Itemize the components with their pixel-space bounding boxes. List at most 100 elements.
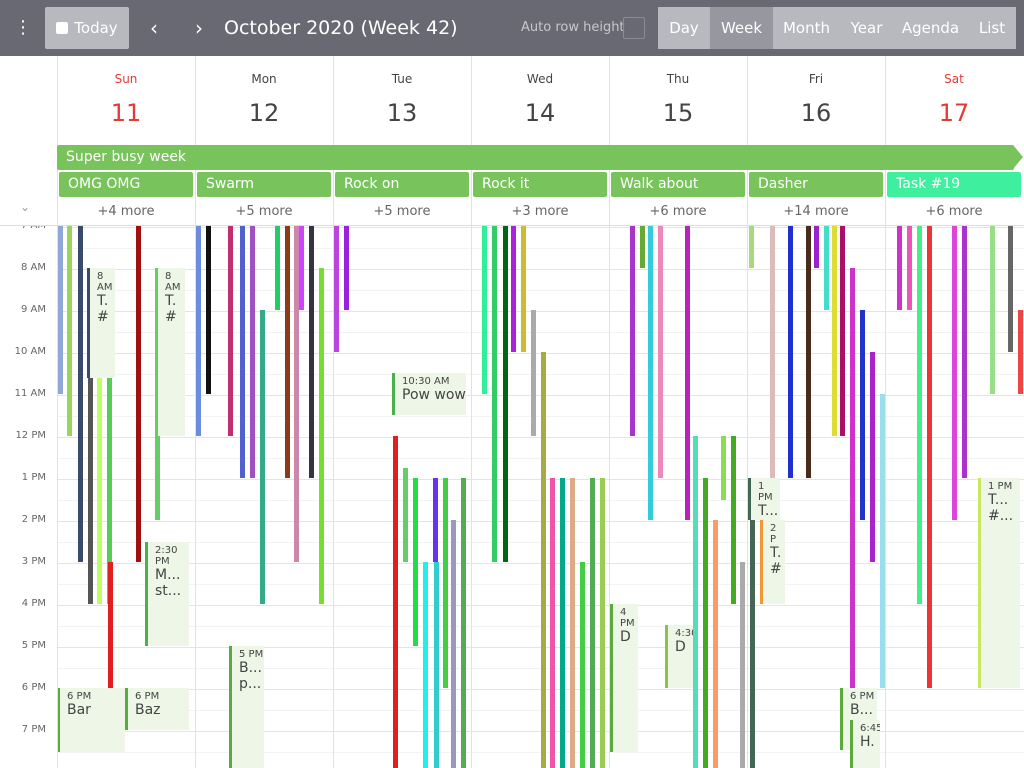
event-bar[interactable]: [196, 226, 201, 436]
event[interactable]: 2 P T. #: [760, 520, 785, 604]
event-bar[interactable]: [580, 562, 585, 768]
event-bar[interactable]: [814, 226, 819, 268]
event-bar[interactable]: [319, 268, 324, 604]
prev-button[interactable]: ‹: [150, 16, 158, 40]
view-button[interactable]: Week: [710, 7, 773, 49]
event-bar[interactable]: [433, 478, 438, 562]
event[interactable]: 2:30 PM M... st...: [145, 542, 189, 646]
event[interactable]: 8 AM T. #: [87, 268, 115, 378]
event-bar[interactable]: [917, 226, 922, 604]
event-bar[interactable]: [750, 478, 755, 768]
event-bar[interactable]: [590, 478, 595, 768]
event[interactable]: 10:30 AM Pow wow: [392, 373, 466, 415]
event-bar[interactable]: [703, 478, 708, 768]
event-bar[interactable]: [108, 562, 113, 730]
event-bar[interactable]: [443, 478, 448, 688]
event[interactable]: 5 PM B... p...: [229, 646, 264, 768]
event-bar[interactable]: [860, 310, 865, 520]
more-link[interactable]: +6 more: [649, 204, 707, 219]
event-bar[interactable]: [721, 436, 726, 500]
event-bar[interactable]: [952, 226, 957, 520]
more-link[interactable]: +3 more: [511, 204, 569, 219]
event-bar[interactable]: [832, 226, 837, 436]
all-day-event[interactable]: Dasher: [749, 172, 883, 197]
event-bar[interactable]: [693, 436, 698, 768]
event-bar[interactable]: [640, 226, 645, 268]
event-bar[interactable]: [521, 226, 526, 352]
event-bar[interactable]: [260, 310, 265, 604]
all-day-span[interactable]: Super busy week: [57, 145, 1014, 170]
event-bar[interactable]: [658, 226, 663, 478]
next-button[interactable]: ›: [195, 16, 203, 40]
event-bar[interactable]: [136, 226, 141, 562]
more-link[interactable]: +14 more: [783, 204, 849, 219]
event-bar[interactable]: [88, 268, 93, 604]
event-bar[interactable]: [880, 394, 885, 688]
event-bar[interactable]: [403, 468, 408, 562]
event-bar[interactable]: [423, 562, 428, 768]
event-bar[interactable]: [990, 226, 995, 394]
event-bar[interactable]: [294, 226, 299, 562]
event[interactable]: 1 PMT... #...: [748, 478, 780, 520]
event[interactable]: 6 PM Bar: [57, 688, 125, 752]
event-bar[interactable]: [897, 226, 902, 310]
event-bar[interactable]: [907, 226, 912, 310]
event-bar[interactable]: [531, 310, 536, 436]
event-bar[interactable]: [344, 226, 349, 310]
more-link[interactable]: +5 more: [235, 204, 293, 219]
view-button[interactable]: Agenda: [893, 7, 968, 49]
event-bar[interactable]: [413, 478, 418, 646]
event-bar[interactable]: [788, 226, 793, 478]
all-day-event[interactable]: Swarm: [197, 172, 331, 197]
event-bar[interactable]: [206, 226, 211, 394]
event-bar[interactable]: [731, 436, 736, 604]
event[interactable]: 6:45H.: [850, 720, 880, 768]
event-bar[interactable]: [824, 226, 829, 310]
event-bar[interactable]: [67, 226, 72, 436]
checkbox[interactable]: [623, 17, 645, 39]
event-bar[interactable]: [927, 226, 932, 688]
event-bar[interactable]: [648, 226, 653, 520]
view-button[interactable]: List: [968, 7, 1016, 49]
event-bar[interactable]: [749, 226, 754, 268]
event-bar[interactable]: [97, 310, 102, 604]
event-bar[interactable]: [1008, 226, 1013, 352]
event-bar[interactable]: [600, 478, 605, 768]
all-day-event[interactable]: Rock on: [335, 172, 469, 197]
event-bar[interactable]: [962, 226, 967, 478]
all-day-event[interactable]: Rock it: [473, 172, 607, 197]
event[interactable]: 8 AM T. #: [155, 268, 185, 436]
event-bar[interactable]: [461, 478, 466, 768]
event-bar[interactable]: [58, 226, 63, 394]
view-button[interactable]: Day: [658, 7, 710, 49]
menu-button[interactable]: ⋮: [14, 17, 32, 38]
event-bar[interactable]: [713, 520, 718, 768]
all-day-event[interactable]: Walk about: [611, 172, 745, 197]
event-bar[interactable]: [299, 226, 304, 310]
event-bar[interactable]: [560, 478, 565, 768]
event-bar[interactable]: [850, 268, 855, 688]
more-link[interactable]: +5 more: [373, 204, 431, 219]
event-bar[interactable]: [482, 226, 487, 394]
event-bar[interactable]: [740, 562, 745, 768]
event-bar[interactable]: [1018, 310, 1023, 394]
event-bar[interactable]: [541, 352, 546, 768]
event-bar[interactable]: [770, 226, 775, 520]
event-bar[interactable]: [806, 226, 811, 478]
all-day-event[interactable]: Task #19: [887, 172, 1021, 197]
event-bar[interactable]: [492, 226, 497, 562]
event-bar[interactable]: [334, 226, 339, 352]
event-bar[interactable]: [630, 226, 635, 436]
event[interactable]: 4 PM D: [610, 604, 638, 752]
today-button[interactable]: Today: [45, 7, 129, 49]
more-link[interactable]: +4 more: [97, 204, 155, 219]
event-bar[interactable]: [78, 226, 83, 562]
event-bar[interactable]: [228, 226, 233, 436]
event-bar[interactable]: [511, 226, 516, 352]
event-bar[interactable]: [685, 226, 690, 520]
view-button[interactable]: Month: [773, 7, 840, 49]
event-bar[interactable]: [240, 226, 245, 478]
collapse-toggle[interactable]: ⌄: [20, 200, 31, 214]
event-bar[interactable]: [451, 520, 456, 768]
